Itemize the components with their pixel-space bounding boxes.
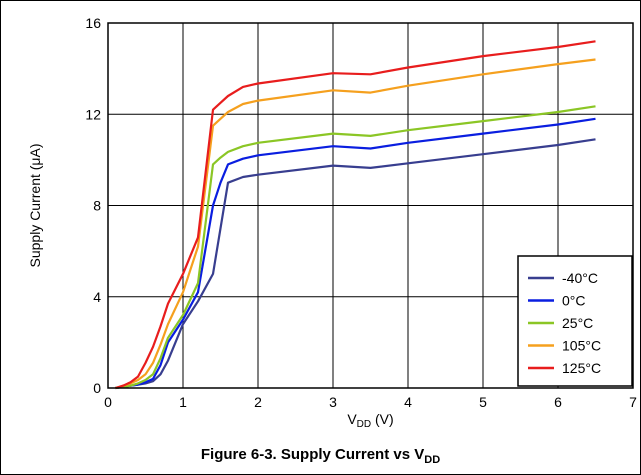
series-line-4 [115, 40, 596, 390]
x-axis-label-unit: (V) [371, 411, 394, 427]
x-tick-label: 2 [254, 394, 262, 410]
x-axis-label: VDD (V) [347, 411, 393, 430]
legend: -40°C 0°C 25°C 105°C 125°C [517, 255, 633, 387]
x-axis-label-main: V [347, 411, 357, 427]
y-tick-label: 8 [93, 198, 101, 214]
legend-label: 105°C [562, 338, 601, 354]
y-tick-label: 0 [93, 380, 101, 396]
caption-text: Figure 6-3. Supply Current vs V [200, 446, 425, 463]
x-tick-label: 5 [479, 394, 487, 410]
legend-label: 0°C [562, 293, 586, 309]
legend-label: 25°C [562, 315, 593, 331]
y-axis-label: Supply Current (μA) [27, 144, 43, 268]
series-lines [115, 40, 596, 390]
plot-area-border [107, 22, 634, 389]
x-tick-label: 7 [629, 394, 637, 410]
y-tick-label: 4 [93, 289, 101, 305]
legend-label: -40°C [562, 270, 598, 286]
x-tick-label: 3 [329, 394, 337, 410]
caption-subscript: DD [424, 454, 441, 466]
y-tick-label: 12 [85, 106, 101, 122]
y-tick-label: 16 [85, 15, 101, 31]
x-tick-label: 4 [404, 394, 412, 410]
series-line-2 [115, 105, 596, 390]
figure-caption: Figure 6-3. Supply Current vs VDD [0, 446, 641, 466]
x-tick-label: 1 [179, 394, 187, 410]
x-tick-label: 6 [554, 394, 562, 410]
x-tick-label: 0 [104, 394, 112, 410]
series-line-1 [115, 117, 596, 390]
series-line-3 [115, 58, 596, 390]
legend-label: 125°C [562, 360, 601, 376]
x-axis-label-sub: DD [357, 419, 371, 430]
